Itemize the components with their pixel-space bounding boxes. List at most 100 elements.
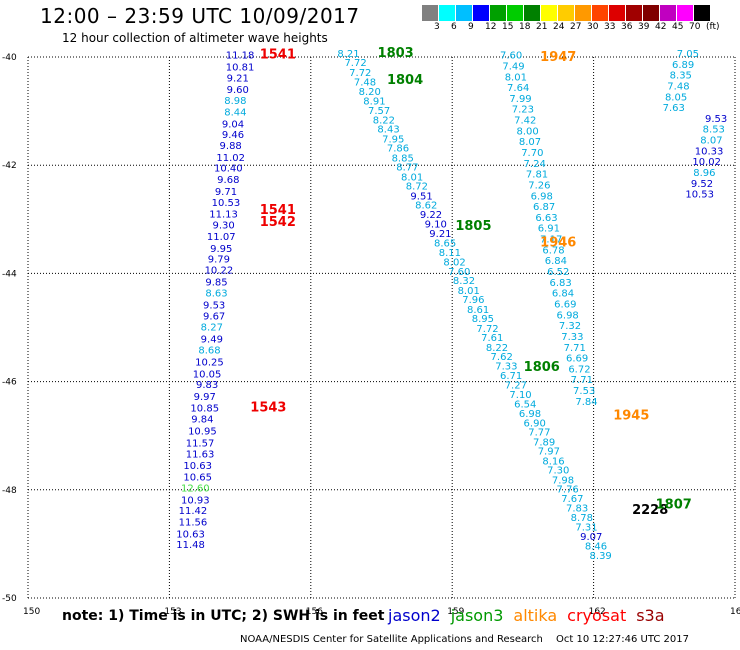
pass-time-label: 1541 — [260, 48, 296, 63]
credit-text: NOAA/NESDIS Center for Satellite Applica… — [240, 634, 543, 645]
wave-height-label: 10.63 — [176, 529, 205, 540]
wave-height-label: 7.49 — [502, 61, 524, 72]
wave-height-label: 6.89 — [672, 60, 694, 71]
wave-height-label: 7.26 — [528, 180, 550, 191]
wave-height-label: 10.22 — [205, 265, 234, 276]
wave-height-label: 7.53 — [573, 386, 595, 397]
wave-height-label: 9.85 — [205, 277, 227, 288]
wave-height-label: 12.60 — [181, 483, 210, 494]
wave-height-label: 10.65 — [183, 473, 212, 484]
wave-height-label: 11.13 — [209, 210, 238, 221]
wave-height-label: 6.52 — [547, 267, 569, 278]
wave-height-label: 7.83 — [566, 503, 588, 514]
wave-height-label: 8.43 — [377, 125, 399, 136]
wave-height-label: 8.05 — [665, 92, 687, 103]
color-scale-labels: 3 6 9 12 15 18 21 24 27 30 33 36 39 42 45 70 (ft) — [421, 22, 740, 34]
color-swatch — [472, 5, 489, 21]
pass-time-label: 1543 — [250, 400, 286, 415]
wave-height-label: 8.11 — [439, 248, 461, 259]
color-scale-label: 3 — [434, 22, 440, 32]
wave-height-label: 10.93 — [181, 495, 210, 506]
color-scale-label: 39 — [638, 22, 650, 32]
wave-height-label: 9.97 — [194, 392, 216, 403]
color-scale-label: 18 — [519, 22, 531, 32]
wave-height-label: 8.00 — [516, 126, 538, 137]
wave-height-label: 6.84 — [545, 256, 567, 267]
wave-height-label: 8.68 — [198, 345, 220, 356]
wave-height-label: 6.78 — [542, 245, 564, 256]
wave-height-label: 7.71 — [564, 343, 586, 354]
wave-height-label: 8.22 — [486, 343, 508, 354]
wave-height-label: 7.71 — [571, 375, 593, 386]
color-scale-label: 70 — [689, 22, 701, 32]
wave-height-label: 11.57 — [186, 439, 215, 450]
color-swatch — [659, 5, 676, 21]
wave-height-label: 6.90 — [524, 419, 546, 430]
lat-tick-label: -44 — [2, 269, 17, 279]
color-swatch — [523, 5, 540, 21]
wave-height-label: 7.97 — [538, 447, 560, 458]
wave-height-label: 7.72 — [344, 58, 366, 69]
pass-time-label: 1947 — [540, 50, 576, 65]
wave-height-label: 6.91 — [538, 224, 560, 235]
pass-time-label: 1807 — [656, 498, 692, 513]
wave-height-label: 10.02 — [692, 157, 721, 168]
color-scale-label: 21 — [536, 22, 548, 32]
lon-tick-label: 165 — [730, 607, 740, 617]
wave-height-label: 8.44 — [224, 107, 246, 118]
wave-height-label: 8.27 — [201, 323, 223, 334]
wave-height-label: 6.71 — [500, 371, 522, 382]
color-swatch — [693, 5, 710, 21]
color-scale-label: 45 — [672, 22, 684, 32]
lat-tick-label: -50 — [2, 594, 17, 604]
wave-height-label: 10.85 — [190, 403, 219, 414]
wave-height-label: 7.48 — [354, 78, 376, 89]
pass-time-label: 1804 — [387, 73, 423, 88]
wave-height-label: 9.21 — [429, 229, 451, 240]
wave-height-label: 8.01 — [401, 172, 423, 183]
wave-height-label: 8.91 — [363, 97, 385, 108]
wave-height-label: 11.18 — [226, 51, 255, 62]
wave-height-label: 9.10 — [425, 219, 447, 230]
wave-height-label: 11.63 — [186, 449, 215, 460]
wave-height-label: 7.72 — [476, 324, 498, 335]
wave-height-label: 9.88 — [220, 141, 242, 152]
wave-height-label: 8.77 — [396, 163, 418, 174]
wave-height-label: 7.57 — [368, 106, 390, 117]
wave-height-label: 8.39 — [590, 551, 612, 562]
wave-height-label: 9.07 — [580, 532, 602, 543]
wave-height-label: 9.04 — [222, 119, 244, 130]
wave-height-label: 7.27 — [505, 381, 527, 392]
pass-time-label: 1803 — [378, 46, 414, 61]
wave-height-label: 10.33 — [695, 146, 724, 157]
wave-height-label: 7.95 — [382, 134, 404, 145]
wave-height-label: 9.52 — [691, 179, 713, 190]
color-swatch — [642, 5, 659, 21]
wave-height-label: 7.24 — [524, 159, 546, 170]
pass-time-label: 1945 — [613, 408, 649, 423]
wave-height-label: 11.02 — [216, 153, 245, 164]
color-swatch — [557, 5, 574, 21]
wave-height-label: 9.51 — [410, 191, 432, 202]
wave-height-label: 10.05 — [193, 369, 222, 380]
lat-tick-label: -46 — [2, 378, 17, 388]
wave-height-label: 8.96 — [693, 168, 715, 179]
color-scale-label: 9 — [468, 22, 474, 32]
color-swatch — [540, 5, 557, 21]
wave-height-label: 6.98 — [531, 191, 553, 202]
generated-timestamp: Oct 10 12:27:46 UTC 2017 — [556, 634, 689, 645]
wave-height-label: 11.07 — [207, 232, 236, 243]
wave-height-label: 6.98 — [557, 310, 579, 321]
pass-time-label: 2228 — [632, 503, 668, 518]
wave-height-label: 7.99 — [509, 94, 531, 105]
wave-height-label: 6.63 — [535, 213, 557, 224]
wave-height-label: 7.23 — [512, 105, 534, 116]
wave-height-label: 7.72 — [349, 68, 371, 79]
wave-height-label: 6.54 — [514, 400, 536, 411]
satellite-legend-item: s3a — [636, 606, 665, 625]
lat-tick-label: -40 — [2, 53, 17, 63]
wave-height-label: 10.81 — [226, 63, 255, 74]
wave-height-label: 9.84 — [191, 415, 213, 426]
wave-height-label: 9.79 — [208, 255, 230, 266]
